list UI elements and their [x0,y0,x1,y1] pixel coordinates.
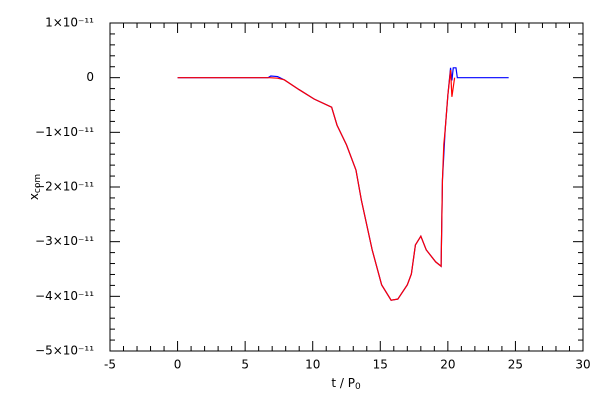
x-tick-label: 15 [373,358,388,372]
y-tick-label: −1×10⁻¹¹ [35,125,94,139]
x-tick-label: 10 [305,358,320,372]
y-tick-label: −3×10⁻¹¹ [35,234,94,248]
y-axis-label: xcom [27,174,43,200]
y-tick-label: 1×10⁻¹¹ [45,16,94,30]
data-line [177,67,509,301]
x-tick-label: 20 [440,358,455,372]
x-axis-label: t / P0 [331,376,361,392]
x-tick-label: 25 [508,358,523,372]
y-axis-label-text: x [27,193,41,200]
y-axis-label-subscript: com [33,174,43,193]
y-tick-label: −2×10⁻¹¹ [35,180,94,194]
y-tick-label: 0 [86,70,94,84]
y-tick-label: −5×10⁻¹¹ [35,344,94,358]
x-tick-label: -5 [104,358,116,372]
data-line [177,69,456,301]
y-tick-label: −4×10⁻¹¹ [35,289,94,303]
x-axis-label-text: t / P [331,376,355,390]
x-tick-label: 30 [575,358,590,372]
x-tick-label: 5 [241,358,249,372]
x-tick-label: 0 [174,358,182,372]
x-axis-label-subscript: 0 [355,382,361,392]
plot-frame [109,22,584,352]
